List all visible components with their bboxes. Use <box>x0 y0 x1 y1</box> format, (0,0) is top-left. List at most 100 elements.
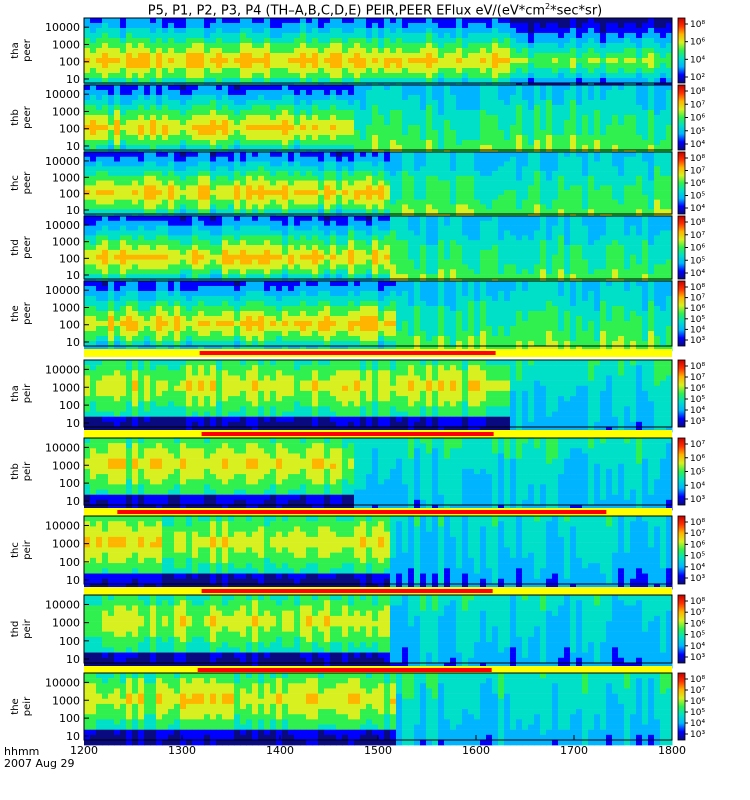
panel-label: thepeer <box>10 301 33 325</box>
y-tick-label: 100 <box>59 477 80 490</box>
colorbar-tick-label: 10³ <box>690 495 705 505</box>
footer-date: 2007 Aug 29 <box>4 757 75 770</box>
y-tick-label: 10000 <box>45 363 80 376</box>
interval-bar <box>197 668 492 672</box>
colorbar-tick-label: 10⁸ <box>690 20 705 30</box>
panel-thd-peer: 10 100 1000 10000 thdpeer 10⁸ 10⁷ 10⁶ 10⁵ 10⁴ <box>10 215 705 285</box>
panel-frame <box>83 84 673 151</box>
y-tick-label: 1000 <box>52 459 80 472</box>
y-tick-label: 10000 <box>45 519 80 532</box>
panel-label: thepeir <box>10 696 33 716</box>
colorbar-tick-label: 10⁴ <box>690 140 705 150</box>
colorbar <box>677 515 686 585</box>
y-tick-label: 1000 <box>52 38 80 51</box>
y-tick-label: 10 <box>66 269 80 282</box>
colorbar-tick-label: 10⁵ <box>690 468 705 478</box>
panel-label: thdpeer <box>10 235 33 259</box>
footer-hhmm: hhmm <box>4 745 40 758</box>
y-tick-label: 1000 <box>52 538 80 551</box>
panel-frame <box>83 515 673 585</box>
x-tick-label: 1200 <box>70 744 98 757</box>
y-tick-label: 10000 <box>45 441 80 454</box>
colorbar-tick-label: 10⁴ <box>690 563 705 573</box>
panel-thb-peer: 10 100 1000 10000 thbpeer 10⁸ 10⁷ 10⁶ 10⁵ 10⁴ <box>10 84 705 156</box>
colorbar-tick-label: 10⁸ <box>690 518 705 528</box>
y-tick-label: 100 <box>59 399 80 412</box>
colorbar <box>677 84 686 151</box>
y-tick-label: 100 <box>59 319 80 332</box>
colorbar <box>677 151 686 215</box>
y-tick-label: 100 <box>59 123 80 136</box>
colorbar-tick-label: 10⁵ <box>690 256 705 266</box>
panel-label: thbpeir <box>10 461 33 481</box>
panel-frame <box>83 280 673 347</box>
colorbar-tick-label: 10³ <box>690 730 705 740</box>
colorbar-tick-label: 10⁴ <box>690 204 705 214</box>
colorbar-tick-label: 10⁴ <box>690 325 705 335</box>
colorbar-tick-label: 10⁷ <box>690 100 705 110</box>
colorbar-tick-label: 10³ <box>690 417 705 427</box>
y-tick-label: 1000 <box>52 381 80 394</box>
colorbar-tick-label: 10⁶ <box>690 244 705 254</box>
title-superscript: 2 <box>545 2 551 11</box>
colorbar <box>677 280 686 347</box>
y-tick-label: 10000 <box>45 598 80 611</box>
colorbar-tick-label: 10⁶ <box>690 540 705 550</box>
y-tick-label: 10000 <box>45 21 80 34</box>
y-tick-label: 10000 <box>45 284 80 297</box>
y-tick-label: 10 <box>66 653 80 666</box>
x-tick-label: 1300 <box>168 744 196 757</box>
x-tick-label: 1800 <box>658 744 686 757</box>
colorbar-tick-label: 10⁵ <box>690 315 705 325</box>
colorbar-tick-label: 10⁷ <box>690 608 705 618</box>
colorbar-tick-label: 10⁸ <box>690 154 705 164</box>
interval-bar <box>201 432 494 436</box>
y-tick-label: 100 <box>59 556 80 569</box>
panel-frame <box>83 437 673 506</box>
panel-tha-peer: 10 100 1000 10000 thapeer 10⁸ 10⁶ 10⁴ 10² <box>10 17 705 89</box>
y-tick-label: 1000 <box>52 105 80 118</box>
y-tick-label: 10000 <box>45 676 80 689</box>
colorbar-tick-label: 10⁴ <box>690 55 705 65</box>
y-tick-label: 10000 <box>45 219 80 232</box>
chart-title: P5, P1, P2, P3, P4 (TH–A,B,C,D,E) PEIR,P… <box>0 2 750 18</box>
colorbar-tick-label: 10⁶ <box>690 384 705 394</box>
colorbar <box>677 359 686 428</box>
colorbar-tick-label: 10⁴ <box>690 269 705 279</box>
panel-label: thcpeir <box>10 539 33 559</box>
y-tick-label: 100 <box>59 188 80 201</box>
colorbar-tick-label: 10⁵ <box>690 127 705 137</box>
colorbar-tick-label: 10⁷ <box>690 373 705 383</box>
panel-label: thapeer <box>10 38 33 62</box>
colorbar-tick-label: 10⁸ <box>690 362 705 372</box>
colorbar-tick-label: 10⁶ <box>690 619 705 629</box>
x-tick-label: 1500 <box>364 744 392 757</box>
y-tick-label: 100 <box>59 635 80 648</box>
panel-frame <box>83 17 673 84</box>
x-tick-label: 1400 <box>266 744 294 757</box>
panel-label: thcpeer <box>10 171 33 195</box>
y-tick-label: 10 <box>66 574 80 587</box>
colorbar-tick-label: 10⁵ <box>690 552 705 562</box>
y-tick-label: 100 <box>59 56 80 69</box>
colorbar-tick-label: 10⁶ <box>690 114 705 124</box>
panel-frame <box>83 594 673 664</box>
colorbar-tick-label: 10⁵ <box>690 631 705 641</box>
interval-bar <box>201 589 493 593</box>
y-tick-label: 100 <box>59 712 80 725</box>
panel-thc-peer: 10 100 1000 10000 thcpeer 10⁸ 10⁷ 10⁶ 10⁵ 10⁴ <box>10 151 705 220</box>
colorbar-tick-label: 10⁴ <box>690 481 705 491</box>
y-tick-label: 1000 <box>52 301 80 314</box>
colorbar <box>677 594 686 664</box>
colorbar-tick-label: 10⁶ <box>690 38 705 48</box>
colorbar-tick-label: 10⁶ <box>690 697 705 707</box>
colorbar-tick-label: 10⁸ <box>690 597 705 607</box>
panel-frame <box>83 151 673 215</box>
colorbar-tick-label: 10⁷ <box>690 686 705 696</box>
colorbar-tick-label: 10⁷ <box>690 167 705 177</box>
colorbar-tick-label: 10⁴ <box>690 642 705 652</box>
colorbar <box>677 17 686 84</box>
